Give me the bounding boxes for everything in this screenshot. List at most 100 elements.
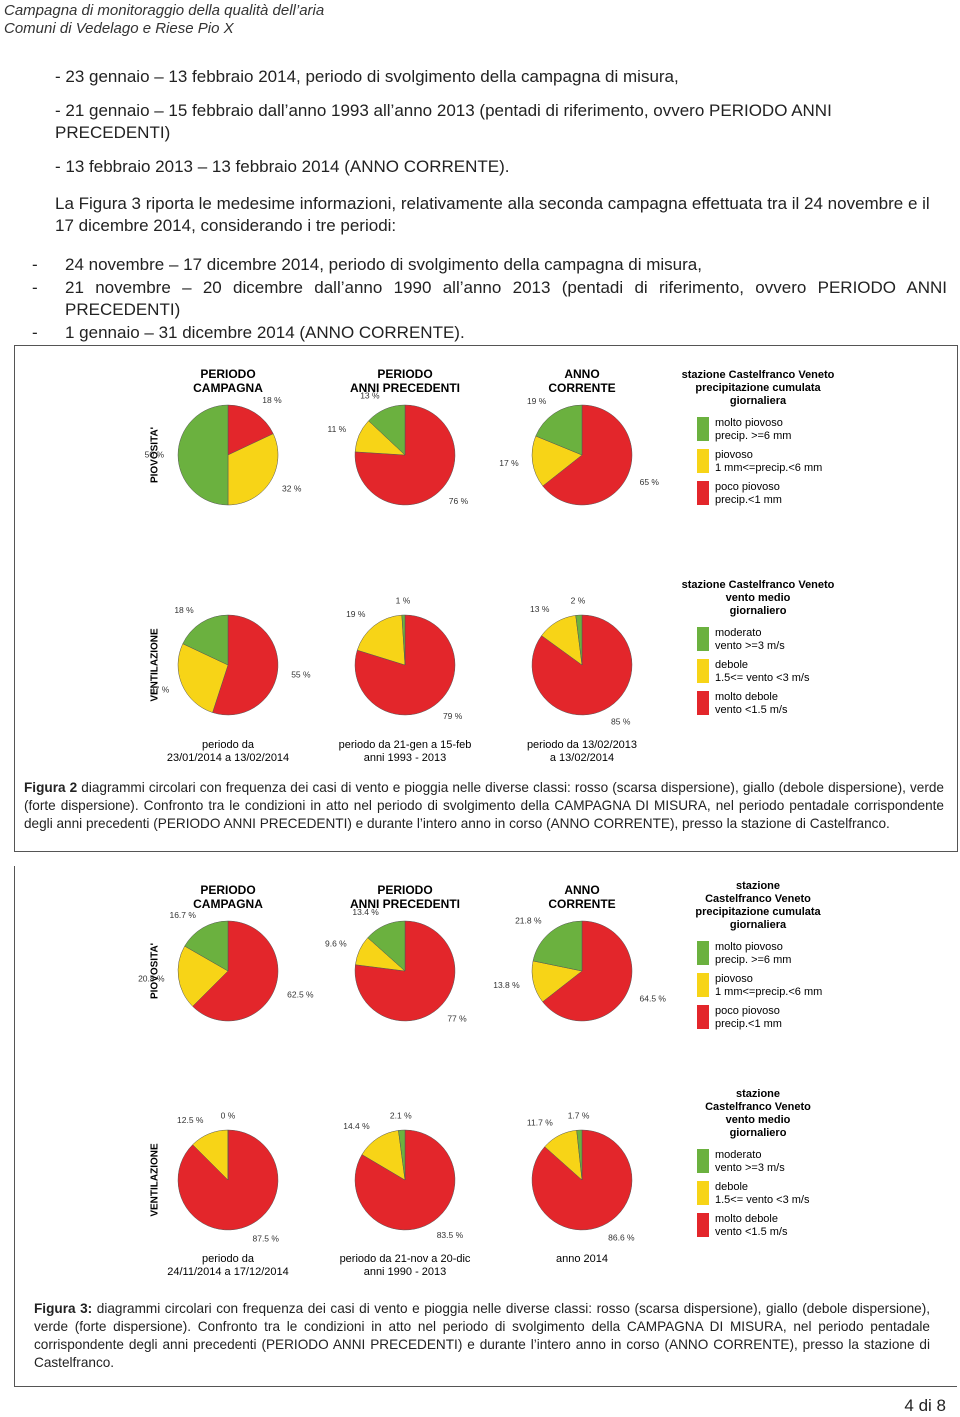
legend-title: vento medio xyxy=(726,592,791,604)
bullet: - xyxy=(32,323,38,342)
period-label: anno 2014 xyxy=(556,1253,608,1265)
legend-label: piovoso xyxy=(715,449,753,461)
value-label: 11.7 % xyxy=(527,1117,553,1127)
pie-slice xyxy=(182,614,229,666)
value-label: 86.6 % xyxy=(608,1233,635,1243)
legend-swatch xyxy=(697,1181,709,1205)
value-label: 18 % xyxy=(262,395,282,405)
value-label: 64.5 % xyxy=(640,993,667,1003)
caption-label: Figura 3: xyxy=(34,1301,93,1316)
value-label: 16.7 % xyxy=(169,910,196,920)
value-label: 9.6 % xyxy=(325,939,347,949)
value-label: 2 % xyxy=(571,595,586,605)
pie-slice xyxy=(368,404,406,456)
column-header: ANNO xyxy=(564,883,599,897)
column-header: CAMPAGNA xyxy=(193,897,263,911)
legend-title: giornaliero xyxy=(730,1127,787,1139)
legend-label: molto debole xyxy=(715,1213,778,1225)
column-header: PERIODO xyxy=(377,367,432,381)
list-item: 1 gennaio – 31 dicembre 2014 (ANNO CORRE… xyxy=(65,323,465,342)
value-label: 32 % xyxy=(282,484,302,494)
legend-label: vento <1.5 m/s xyxy=(715,1226,788,1238)
period-label: periodo da xyxy=(202,1253,255,1265)
pie-slice xyxy=(401,614,406,666)
pie-slice xyxy=(227,433,279,506)
legend-label: vento >=3 m/s xyxy=(715,640,785,652)
legend-swatch xyxy=(697,627,709,651)
value-label: 11 % xyxy=(328,424,347,434)
period-label: a 13/02/2014 xyxy=(550,752,614,764)
legend-title: stazione Castelfranco Veneto xyxy=(682,579,835,591)
period-label: periodo da 21-gen a 15-feb xyxy=(339,739,472,751)
value-label: 20.8 % xyxy=(138,974,165,984)
pie-slice xyxy=(192,920,279,1022)
legend-title: vento medio xyxy=(726,1114,791,1126)
pie-slice xyxy=(575,614,583,666)
legend-label: molto piovoso xyxy=(715,941,783,953)
column-header: PERIODO xyxy=(200,883,255,897)
pie-slice xyxy=(354,920,456,1022)
header-line: Campagna di monitoraggio della qualità d… xyxy=(4,2,325,19)
pie-slice xyxy=(177,945,229,1007)
legend-title: stazione Castelfranco Veneto xyxy=(682,369,835,381)
column-header: ANNO xyxy=(564,367,599,381)
period-label: periodo da 13/02/2013 xyxy=(527,739,637,751)
value-label: 50 % xyxy=(145,449,165,459)
value-label: 13 % xyxy=(530,604,550,614)
value-label: 12.5 % xyxy=(177,1115,204,1125)
value-label: 27 % xyxy=(150,685,170,695)
legend-label: piovoso xyxy=(715,973,753,985)
legend-label: debole xyxy=(715,1181,748,1193)
value-label: 19 % xyxy=(527,396,547,406)
legend-title: precipitazione cumulata xyxy=(695,382,821,394)
pie-slice xyxy=(367,920,406,972)
column-header: PERIODO xyxy=(200,367,255,381)
page-number: 4 di 8 xyxy=(904,1396,946,1415)
legend-label: moderato xyxy=(715,627,761,639)
value-label: 21.8 % xyxy=(515,916,542,926)
value-label: 87.5 % xyxy=(252,1233,279,1243)
legend-title: giornaliero xyxy=(730,605,787,617)
row-label: VENTILAZIONE xyxy=(150,628,161,702)
legend-swatch xyxy=(697,449,709,473)
bullet: - xyxy=(32,255,38,274)
period-label: periodo da 21-nov a 20-dic xyxy=(340,1253,471,1265)
legend-title: giornaliera xyxy=(730,395,787,407)
list-item: - 23 gennaio – 13 febbraio 2014, periodo… xyxy=(55,67,679,86)
list-item: - 21 gennaio – 15 febbraio dall’anno 199… xyxy=(55,101,832,142)
legend-label: 1 mm<=precip.<6 mm xyxy=(715,986,822,998)
column-header: CAMPAGNA xyxy=(193,381,263,395)
legend-label: precip. >=6 mm xyxy=(715,430,791,442)
legend-title: Castelfranco Veneto xyxy=(705,893,811,905)
list-item: - 13 febbraio 2013 – 13 febbraio 2014 (A… xyxy=(55,157,510,176)
value-label: 65 % xyxy=(640,477,660,487)
value-label: 62.5 % xyxy=(287,990,314,1000)
legend-label: debole xyxy=(715,659,748,671)
value-label: 83.5 % xyxy=(437,1230,464,1240)
legend-label: 1.5<= vento <3 m/s xyxy=(715,1194,810,1206)
value-label: 55 % xyxy=(291,669,311,679)
legend-label: poco piovoso xyxy=(715,481,780,493)
pie-slice xyxy=(356,614,406,666)
legend-label: precip.<1 mm xyxy=(715,1018,782,1030)
legend-label: molto debole xyxy=(715,691,778,703)
pie-slice xyxy=(184,920,229,972)
legend-title: stazione xyxy=(736,880,780,892)
legend-title: stazione xyxy=(736,1088,780,1100)
value-label: 13 % xyxy=(360,391,380,401)
legend-swatch xyxy=(697,481,709,505)
paragraph: La Figura 3 riporta le medesime informaz… xyxy=(55,194,930,235)
legend-label: molto piovoso xyxy=(715,417,783,429)
value-label: 18 % xyxy=(174,605,194,615)
pie-slice xyxy=(576,1129,583,1181)
pie-slice xyxy=(212,614,279,716)
caption: Figura 3: diagrammi circolari con freque… xyxy=(34,1300,930,1372)
legend-label: 1.5<= vento <3 m/s xyxy=(715,672,810,684)
value-label: 1.7 % xyxy=(568,1110,590,1120)
legend-title: Castelfranco Veneto xyxy=(705,1101,811,1113)
period-label: 23/01/2014 a 13/02/2014 xyxy=(167,752,289,764)
column-header: CORRENTE xyxy=(548,381,615,395)
value-label: 2.1 % xyxy=(390,1110,412,1120)
legend-swatch xyxy=(697,973,709,997)
